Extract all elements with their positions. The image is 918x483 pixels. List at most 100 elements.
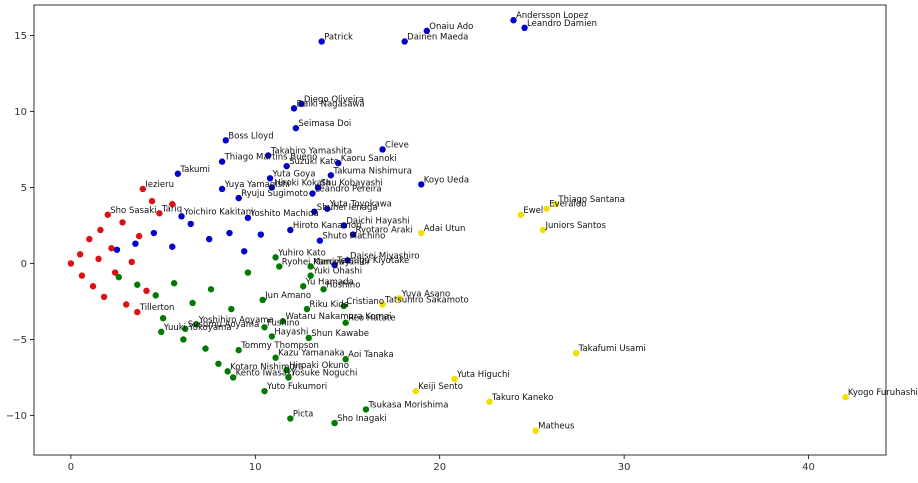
data-label-62: Kotaro Nishimura <box>230 362 303 372</box>
data-label-73: Matheus <box>538 422 575 432</box>
plot-area <box>33 4 887 456</box>
data-label-16: Yuta Goya <box>272 169 316 179</box>
data-label-31: Ewel <box>523 206 543 216</box>
data-label-51: Yoshihiro Aoyama <box>198 315 274 325</box>
data-point-76 <box>156 210 163 217</box>
data-point-64 <box>229 374 237 381</box>
data-label-74: Iezieru <box>145 180 174 190</box>
data-label-65: Yuta Higuchi <box>456 370 510 380</box>
data-label-67: Keiji Sento <box>418 382 463 392</box>
data-point-43 <box>300 283 307 290</box>
data-point-45 <box>395 295 403 302</box>
data-points <box>67 17 849 434</box>
y-tick-label-4: 10 <box>14 107 27 118</box>
data-label-63: Yosuke Noguchi <box>290 368 357 378</box>
data-label-27: Yoshito Machida <box>249 209 318 219</box>
data-point-60 <box>272 354 279 361</box>
data-label-33: Thiago Santana <box>557 195 625 205</box>
data-point-67 <box>412 387 419 395</box>
data-point-71 <box>287 415 294 422</box>
data-point-32 <box>543 205 550 212</box>
data-label-20: Yuya Yamagishi <box>224 180 290 190</box>
data-label-8: Boss Lloyd <box>228 131 273 141</box>
data-point-93 <box>148 197 156 205</box>
data-point-57 <box>235 346 242 354</box>
x-tick-label-4: 40 <box>802 462 815 473</box>
data-point-74 <box>139 185 147 193</box>
data-point-99 <box>187 220 194 228</box>
data-point-12 <box>335 159 342 167</box>
data-point-0 <box>510 17 517 24</box>
data-point-24 <box>340 222 348 229</box>
data-point-47 <box>340 302 348 310</box>
x-tick-label-0: 0 <box>68 462 74 473</box>
data-label-56: Shun Kawabe <box>311 329 369 339</box>
data-point-41 <box>307 272 314 279</box>
data-point-2 <box>423 27 431 35</box>
data-point-4 <box>401 38 408 45</box>
data-label-11: Thiago Martins Bueno <box>224 153 318 163</box>
data-label-6: Daiki Nagasawa <box>297 99 365 109</box>
data-point-6 <box>290 105 298 112</box>
data-label-13: Suzuki Kato <box>289 157 339 167</box>
data-label-64: Kento Iwasaki <box>236 368 295 378</box>
data-point-8 <box>222 137 229 144</box>
data-point-88 <box>119 219 126 226</box>
data-point-25 <box>311 208 318 215</box>
data-point-100 <box>205 235 213 243</box>
data-label-49: Reo Hatate <box>348 314 395 324</box>
data-label-36: Daisei Miyashiro <box>350 251 419 261</box>
data-point-27 <box>244 214 252 222</box>
y-tick-label-3: 5 <box>21 183 27 194</box>
data-point-63 <box>285 374 292 381</box>
data-label-30: Shuto Machino <box>322 232 385 242</box>
x-tick-label-1: 10 <box>249 462 262 473</box>
data-label-17: Koyo Ueda <box>424 175 469 185</box>
data-point-89 <box>123 301 130 308</box>
data-point-9 <box>379 146 386 153</box>
data-point-91 <box>135 232 143 240</box>
data-point-112 <box>159 314 167 322</box>
data-label-59: Takafumi Usami <box>578 344 646 354</box>
data-label-22: Ryuju Sugimoto <box>241 189 308 199</box>
data-point-95 <box>113 246 121 253</box>
data-point-108 <box>189 299 196 307</box>
data-point-50 <box>279 318 287 325</box>
data-label-24: Daichi Hayashi <box>346 216 409 226</box>
data-label-54: Yuuki Yokoyama <box>163 323 232 333</box>
data-point-5 <box>298 100 305 108</box>
data-point-105 <box>134 281 141 288</box>
data-label-66: Yuto Fukumori <box>266 382 327 392</box>
data-point-113 <box>180 336 187 343</box>
data-point-26 <box>178 213 185 220</box>
data-label-50: Wataru Nakamura Komai <box>285 312 391 322</box>
data-label-40: Ryohei Kamiya <box>282 257 345 267</box>
data-point-104 <box>115 273 123 281</box>
data-point-73 <box>532 427 539 434</box>
data-point-19 <box>314 184 322 191</box>
data-point-7 <box>292 124 300 132</box>
data-label-32: Everaldo <box>549 200 586 210</box>
data-point-20 <box>218 185 226 193</box>
data-point-62 <box>224 368 231 375</box>
data-point-23 <box>324 205 331 212</box>
data-point-39 <box>272 254 279 261</box>
data-label-72: Sho Inagaki <box>337 414 387 424</box>
data-point-29 <box>287 226 294 234</box>
data-point-75 <box>104 211 111 218</box>
data-label-44: Jun Amano <box>264 291 311 301</box>
data-point-49 <box>342 319 349 326</box>
data-label-55: Hayashi <box>274 327 308 337</box>
data-point-10 <box>265 152 272 159</box>
data-label-1: Leandro Damien <box>527 19 597 29</box>
data-point-34 <box>539 226 547 234</box>
data-point-1 <box>521 24 528 32</box>
data-point-40 <box>276 263 283 270</box>
data-point-30 <box>316 237 324 244</box>
data-label-39: Yuhiro Kato <box>277 248 326 258</box>
data-label-75: Sho Sasaki <box>110 206 156 216</box>
data-point-28 <box>349 231 357 238</box>
data-point-98 <box>169 243 176 250</box>
